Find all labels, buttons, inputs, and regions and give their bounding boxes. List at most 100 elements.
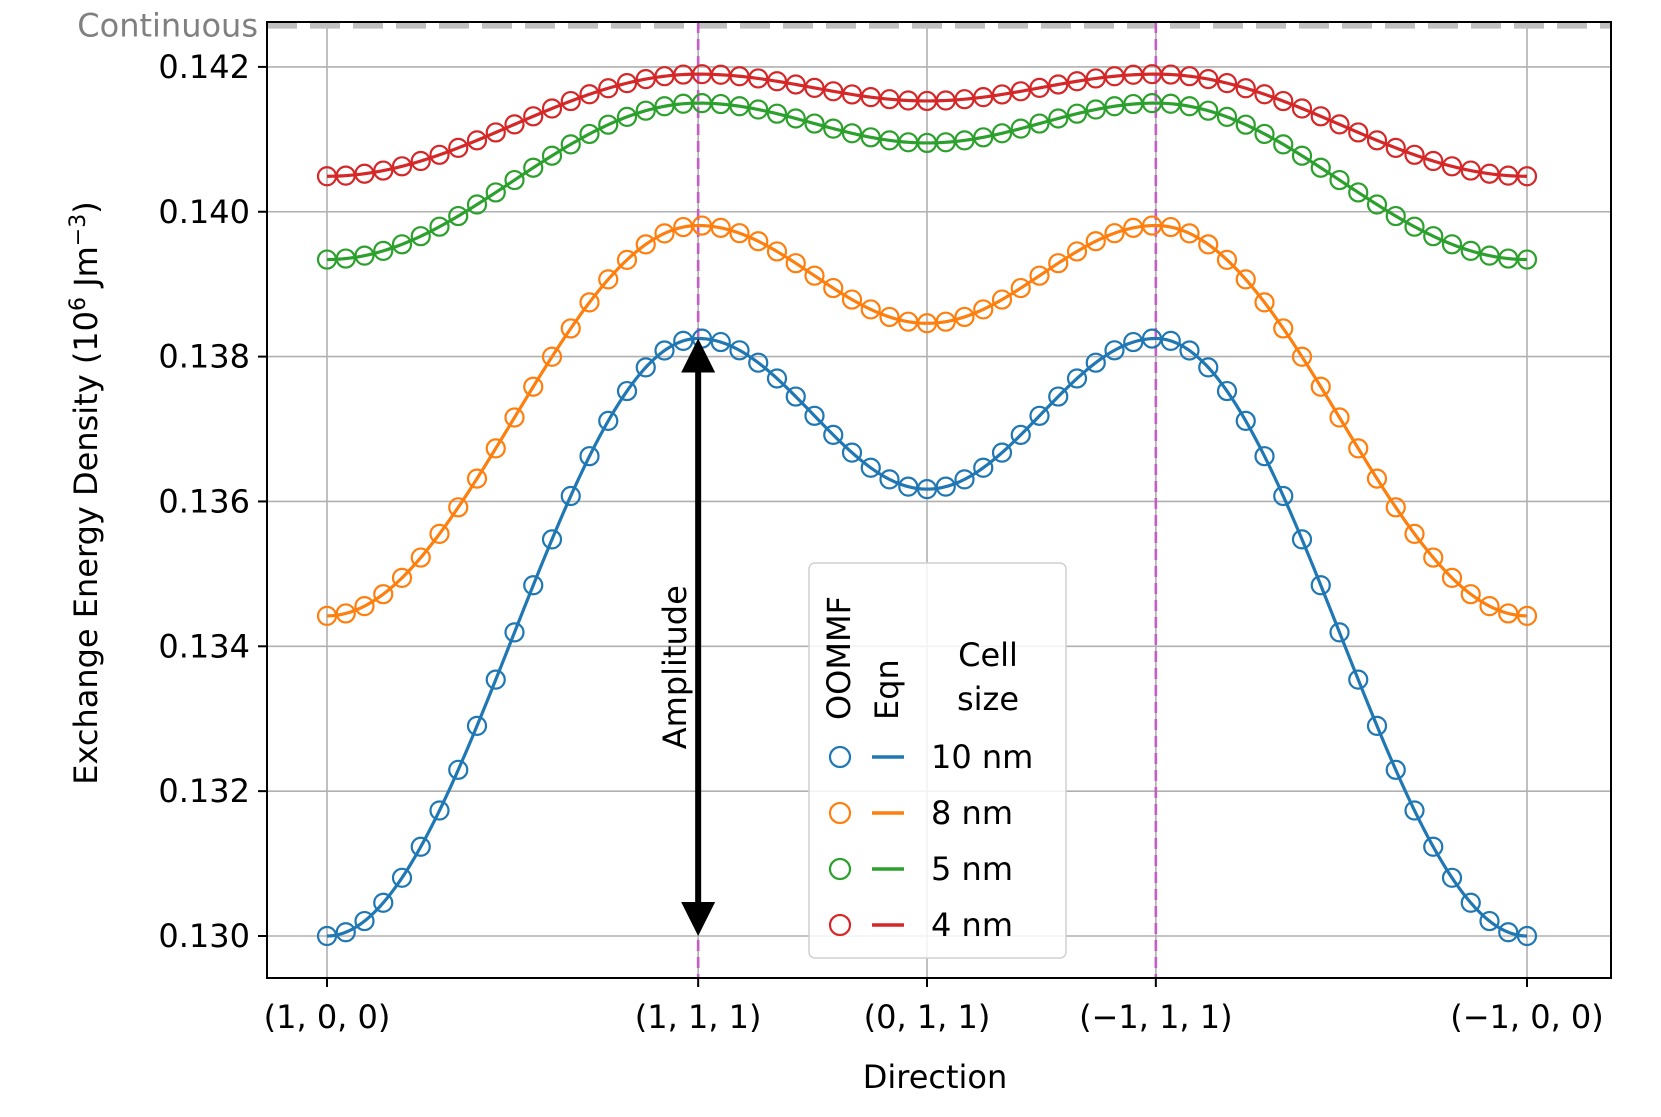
series-marker — [616, 380, 638, 402]
y-axis-label-mid: Jm — [67, 246, 105, 297]
y-axis-label-base: Exchange Energy Density (10 — [67, 311, 105, 785]
series-marker — [1010, 81, 1031, 102]
series-marker — [748, 68, 769, 89]
series-marker — [748, 231, 769, 252]
series-marker — [579, 123, 600, 145]
series-marker — [1460, 584, 1481, 605]
series-marker — [991, 123, 1013, 144]
series-marker — [973, 127, 994, 148]
series-marker — [860, 299, 881, 320]
series-marker — [635, 68, 656, 90]
series-4-nm — [316, 64, 1538, 187]
series-marker — [1423, 836, 1444, 857]
series-marker — [1235, 269, 1256, 290]
series-marker — [316, 925, 338, 947]
series-marker — [1385, 497, 1406, 518]
legend-header-eqn: Eqn — [868, 659, 906, 720]
series-marker — [841, 289, 863, 310]
series-marker — [785, 386, 806, 407]
series-marker — [1198, 68, 1219, 90]
series-marker — [1066, 241, 1088, 262]
series-marker — [1441, 567, 1463, 588]
series-marker — [823, 118, 844, 139]
series-marker — [973, 457, 994, 478]
series-5-nm — [316, 93, 1538, 270]
series-marker — [1179, 223, 1200, 244]
series-marker — [1273, 485, 1294, 507]
series-marker — [1179, 340, 1200, 361]
series-marker — [1423, 547, 1444, 568]
series-marker — [1029, 113, 1050, 134]
series-marker — [973, 299, 994, 320]
series-marker — [391, 156, 413, 177]
series-marker — [654, 223, 675, 244]
series-marker — [879, 306, 900, 328]
series-marker — [373, 240, 394, 261]
series-marker — [1516, 605, 1538, 626]
series-marker — [766, 71, 788, 92]
series-marker — [616, 249, 638, 270]
series-marker — [1516, 925, 1538, 947]
series-marker — [1216, 106, 1238, 127]
series-marker — [1291, 145, 1313, 166]
series-marker — [1066, 103, 1088, 124]
series-marker — [1441, 156, 1463, 177]
series-marker — [804, 265, 825, 286]
legend-header-oommf: OOMMF — [820, 596, 858, 720]
series-marker — [1423, 226, 1444, 247]
series-marker — [1479, 245, 1500, 266]
series-line — [326, 101, 1528, 262]
series-marker — [954, 469, 975, 490]
continuous-reference: Continuous — [77, 7, 1611, 45]
continuous-label: Continuous — [77, 7, 258, 45]
series-marker — [504, 114, 525, 135]
series-marker — [1479, 910, 1500, 932]
series-marker — [335, 922, 356, 943]
series-marker — [1479, 596, 1500, 617]
series-marker — [1085, 231, 1106, 252]
series-marker — [1291, 529, 1313, 550]
x-tick-label: (1, 1, 1) — [635, 998, 762, 1036]
series-marker — [710, 217, 731, 238]
series-marker — [466, 715, 488, 736]
series-marker — [354, 245, 375, 266]
series-marker — [579, 446, 600, 467]
series-marker — [785, 253, 806, 274]
legend-marker-4-nm — [828, 913, 852, 937]
series-10-nm — [316, 328, 1538, 947]
series-marker — [710, 331, 731, 353]
series-marker — [1216, 73, 1238, 94]
series-marker — [1423, 150, 1444, 172]
series-marker — [429, 216, 450, 237]
series-marker — [579, 292, 600, 313]
series-marker — [541, 346, 563, 367]
series-marker — [1235, 78, 1256, 99]
x-tick-label: (1, 0, 0) — [264, 998, 391, 1036]
y-tick-label: 0.132 — [158, 772, 250, 810]
series-marker — [748, 99, 769, 120]
series-marker — [523, 376, 544, 397]
legend-marker-5-nm — [828, 857, 852, 881]
series-marker — [1048, 253, 1069, 274]
series-marker — [1273, 90, 1294, 112]
series-marker — [1516, 166, 1538, 187]
series-marker — [448, 205, 469, 227]
series-marker — [1404, 216, 1425, 237]
series-marker — [410, 547, 431, 568]
legend-entries: 10 nm 8 nm 5 nm 4 nm — [828, 738, 1033, 944]
series-marker — [391, 567, 413, 588]
series-marker — [1366, 468, 1388, 489]
series-marker — [1329, 622, 1350, 643]
series-marker — [466, 130, 488, 151]
series-marker — [635, 234, 656, 255]
series-marker — [335, 248, 356, 269]
series-marker — [448, 497, 469, 518]
series-marker — [1254, 84, 1275, 105]
series-marker — [1216, 380, 1238, 402]
series-marker — [1404, 523, 1425, 544]
series-line — [326, 336, 1528, 938]
series-marker — [373, 160, 394, 181]
series-marker — [1198, 100, 1219, 121]
series-marker — [391, 234, 413, 255]
series-marker — [354, 596, 375, 617]
